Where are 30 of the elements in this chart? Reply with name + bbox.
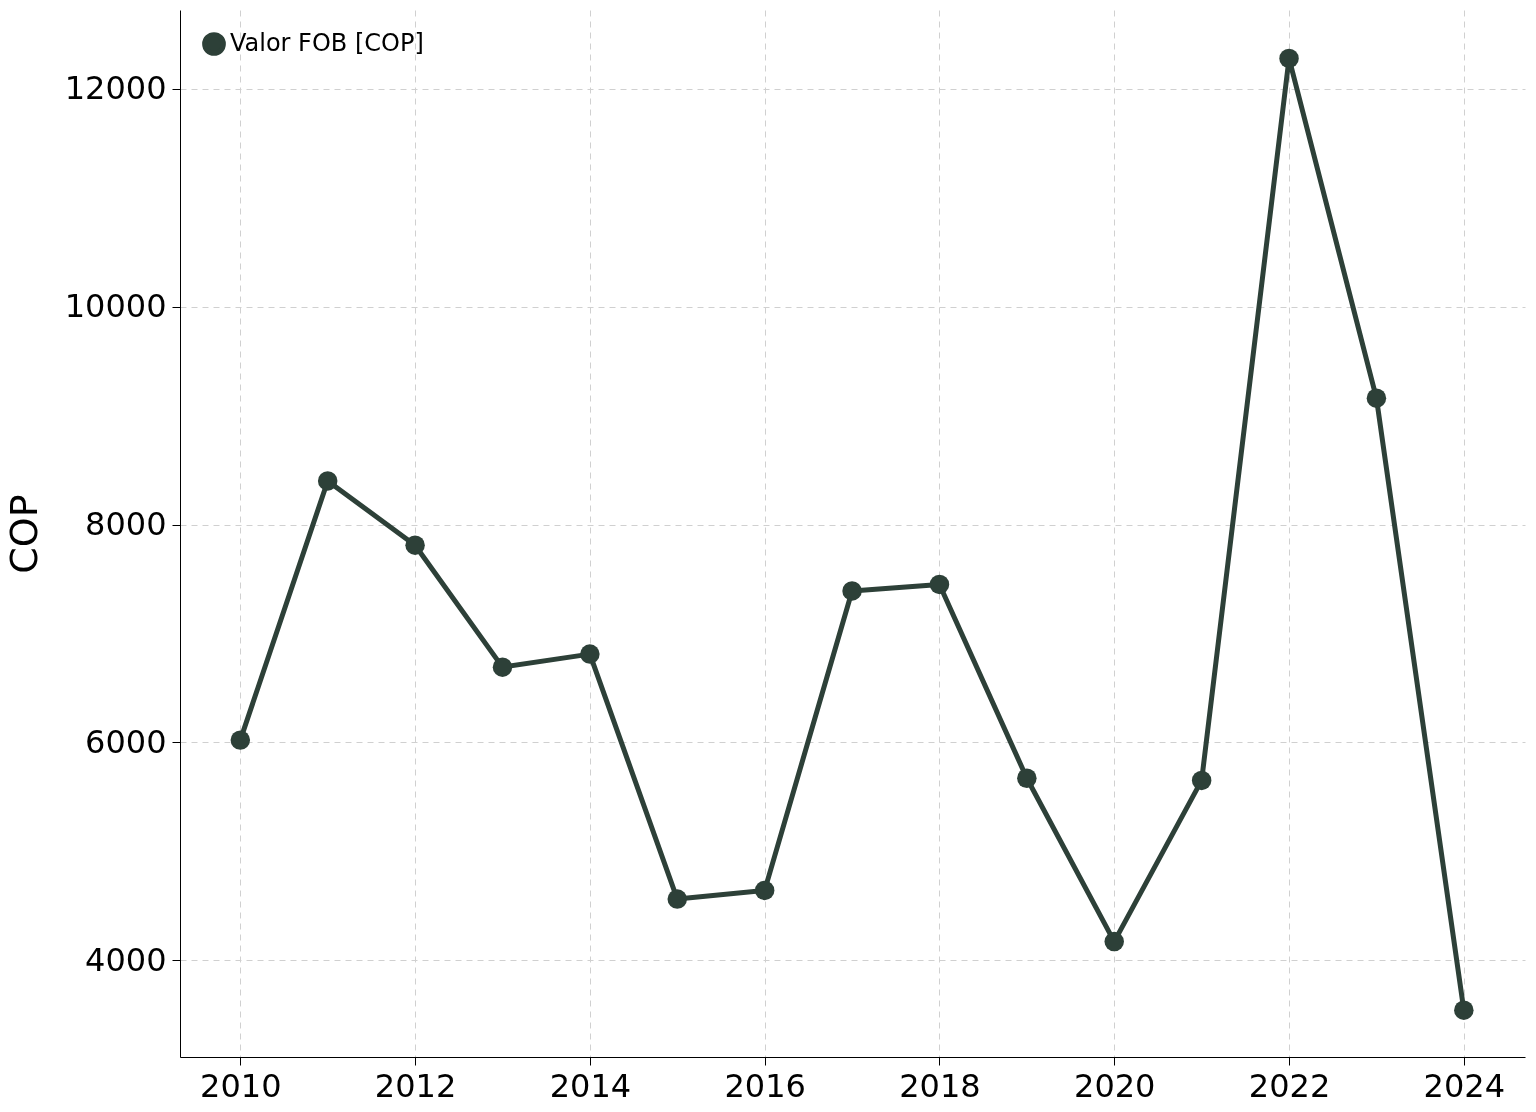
x-tick-label: 2024: [1423, 1066, 1506, 1105]
y-tick-label: 12000: [64, 69, 167, 108]
point: [1104, 931, 1124, 952]
point: [580, 644, 600, 664]
y-tick-label: 6000: [85, 722, 167, 761]
point: [405, 535, 425, 555]
point: [1366, 388, 1387, 408]
y-tick-label: 4000: [85, 940, 167, 979]
legend-label: Valor FOB [COP]: [230, 29, 424, 57]
x-tick-label: 2014: [549, 1066, 632, 1105]
point: [754, 880, 775, 901]
x-tick-label: 2018: [899, 1066, 981, 1105]
point: [929, 574, 950, 595]
x-tick-label: 2010: [200, 1066, 282, 1105]
point: [842, 581, 862, 601]
point: [230, 730, 251, 750]
y-axis-title: COP: [1, 494, 46, 574]
point: [492, 657, 513, 677]
x-tick-label: 2016: [724, 1066, 806, 1105]
point: [667, 889, 688, 909]
x-tick-label: 2022: [1248, 1066, 1331, 1105]
y-tick-label: 10000: [64, 287, 167, 326]
point: [1454, 1000, 1474, 1020]
point: [317, 471, 338, 491]
x-tick-label: 2012: [374, 1066, 457, 1105]
y-tick-label: 8000: [85, 505, 167, 544]
x-tick-label: 2020: [1074, 1066, 1156, 1105]
point: [1191, 770, 1212, 791]
point: [1279, 48, 1299, 69]
point: [1017, 768, 1037, 788]
